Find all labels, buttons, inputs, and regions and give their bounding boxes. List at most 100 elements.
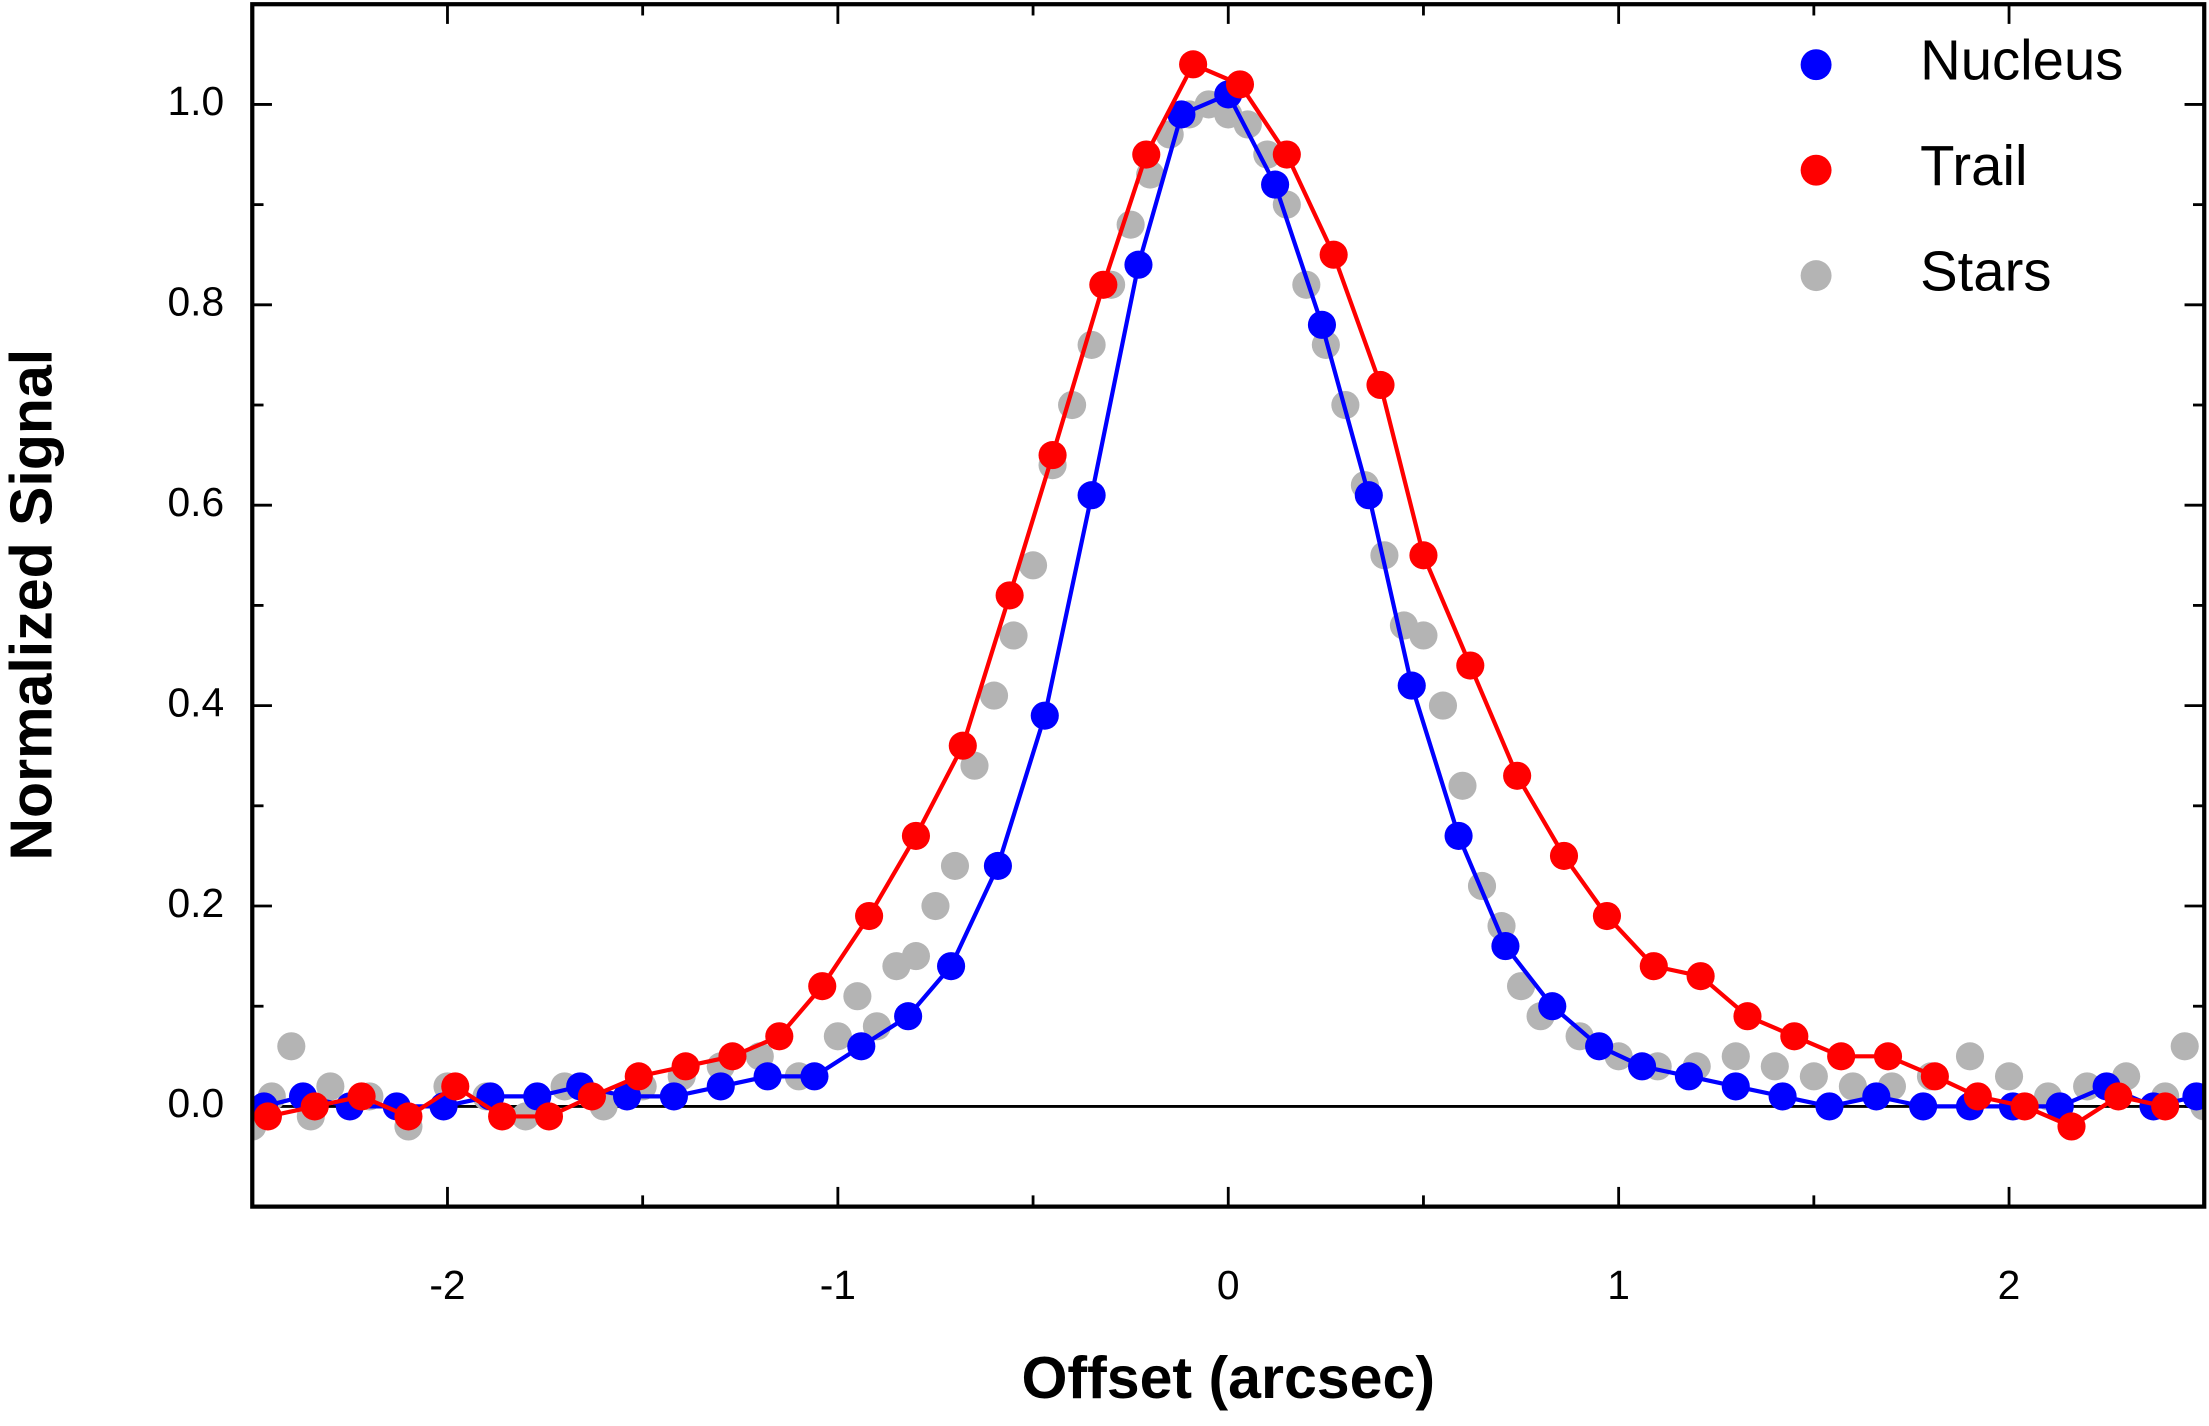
data-point [1030, 701, 1059, 730]
data-point [753, 1062, 782, 1091]
data-point [1132, 140, 1161, 169]
data-point [659, 1082, 688, 1111]
data-point [1862, 1082, 1891, 1111]
data-point [671, 1052, 700, 1081]
data-point [1760, 1052, 1789, 1081]
data-point [1354, 481, 1383, 510]
data-point [1409, 621, 1438, 650]
data-point [983, 851, 1012, 880]
data-point [1873, 1042, 1903, 1071]
data-point [1038, 441, 1067, 470]
data-point [300, 1092, 329, 1121]
x-tick-label: -2 [429, 1262, 465, 1308]
data-point [1319, 240, 1348, 269]
y-tick-label: 0.4 [167, 679, 224, 725]
plot-frame [250, 2, 2207, 1209]
data-point [534, 1102, 564, 1131]
x-tick-label: 2 [1998, 1262, 2021, 1308]
x-tick-label: -1 [820, 1262, 856, 1308]
data-point [1838, 1072, 1867, 1101]
data-point [1733, 1002, 1762, 1031]
data-point [316, 1072, 345, 1101]
data-point [1780, 1022, 1809, 1051]
data-point [1089, 270, 1118, 299]
data-point [765, 1022, 794, 1051]
data-point [1592, 901, 1621, 931]
data-point [1225, 70, 1255, 99]
y-tick-label: 0.6 [167, 479, 224, 525]
data-point [894, 1002, 923, 1031]
data-point [995, 581, 1024, 610]
data-point [1077, 481, 1106, 510]
data-point [1261, 170, 1290, 199]
legend-label: Trail [1920, 134, 2027, 197]
data-point [1409, 541, 1438, 570]
data-point [441, 1072, 470, 1101]
data-point [1448, 771, 1477, 800]
data-point [1167, 100, 1196, 129]
data-point [901, 821, 931, 850]
data-point [706, 1072, 735, 1101]
data-point [937, 952, 966, 981]
data-point [1686, 962, 1715, 991]
x-axis-label: Offset (arcsec) [1021, 1345, 1435, 1411]
data-point [843, 982, 872, 1011]
data-point [1585, 1032, 1614, 1061]
x-tick-label: 0 [1217, 1262, 1240, 1308]
data-point [921, 891, 950, 921]
data-point [1955, 1042, 1985, 1071]
data-point [847, 1032, 876, 1061]
data-point [1549, 841, 1579, 870]
data-point [1503, 761, 1532, 790]
data-point [979, 681, 1009, 710]
data-point [1721, 1072, 1750, 1101]
data-point [901, 942, 931, 971]
data-point [1272, 140, 1301, 169]
legend-marker [1800, 154, 1832, 186]
x-tick-label: 1 [1607, 1262, 1630, 1308]
legend-label: Stars [1920, 239, 2051, 302]
data-point [800, 1062, 829, 1091]
data-point [1506, 972, 1536, 1001]
data-point [2010, 1092, 2039, 1121]
data-point [1253, 140, 1282, 169]
data-point [1538, 992, 1567, 1021]
data-point [1674, 1062, 1703, 1091]
legend-marker [1800, 49, 1832, 81]
data-point [1768, 1082, 1797, 1111]
data-point [2104, 1082, 2133, 1111]
data-point [1909, 1092, 1938, 1121]
data-point [624, 1062, 653, 1091]
series-line [263, 91, 2197, 1109]
data-point [1307, 310, 1337, 339]
plot-area [252, 50, 2205, 1141]
data-point [2170, 1032, 2199, 1061]
data-point [2151, 1092, 2180, 1121]
data-point [253, 1102, 282, 1131]
data-point [1366, 370, 1395, 400]
data-point [2182, 1082, 2205, 1111]
data-point [347, 1082, 376, 1111]
data-point [940, 851, 970, 880]
data-point [823, 1022, 852, 1051]
y-tick-label: 0.2 [167, 880, 224, 926]
legend-label: Nucleus [1920, 29, 2123, 92]
data-point [1721, 1042, 1750, 1071]
data-point [1397, 671, 1426, 700]
y-tick-label: 0.0 [167, 1080, 224, 1126]
data-point [948, 731, 977, 760]
data-point [1444, 821, 1473, 850]
data-point [394, 1102, 423, 1131]
data-point [577, 1082, 606, 1111]
data-point [718, 1042, 747, 1071]
legend-marker [1800, 260, 1832, 292]
data-point [1018, 551, 1048, 580]
data-point [1491, 932, 1520, 961]
y-axis-label: Normalized Signal [0, 349, 64, 861]
data-point [1456, 651, 1485, 680]
data-point [1827, 1042, 1856, 1071]
data-point [1920, 1062, 1949, 1091]
data-point [1815, 1092, 1844, 1121]
data-point [1639, 952, 1668, 981]
